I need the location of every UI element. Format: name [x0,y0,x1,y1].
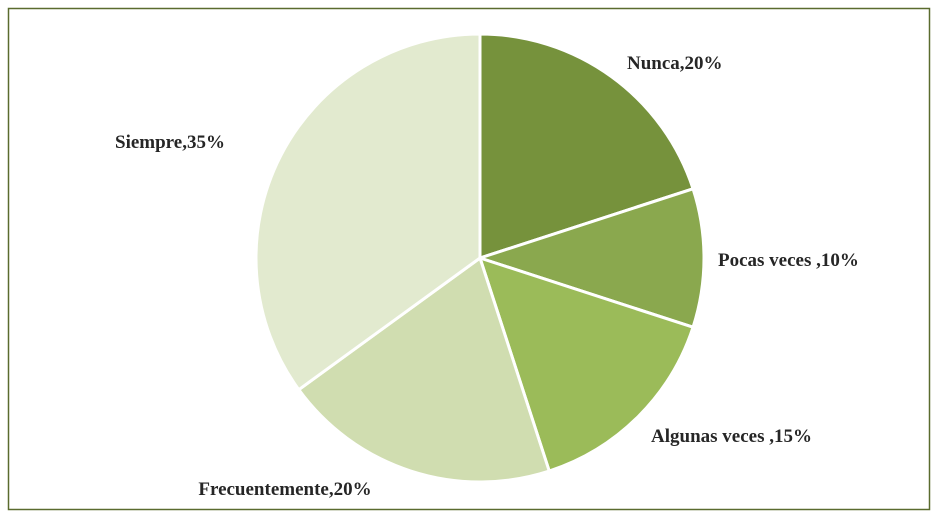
pie-slice [254,32,482,392]
data-label: Nunca,20% [627,53,723,74]
pie-slice [478,32,695,261]
pie-slice [475,186,706,330]
data-label: Frecuentemente,20% [198,479,372,500]
pie-slice [296,255,552,484]
data-label: Algunas veces ,15% [651,426,812,447]
data-label: Pocas veces ,10% [718,250,859,271]
data-label: Siempre,35% [115,132,225,153]
